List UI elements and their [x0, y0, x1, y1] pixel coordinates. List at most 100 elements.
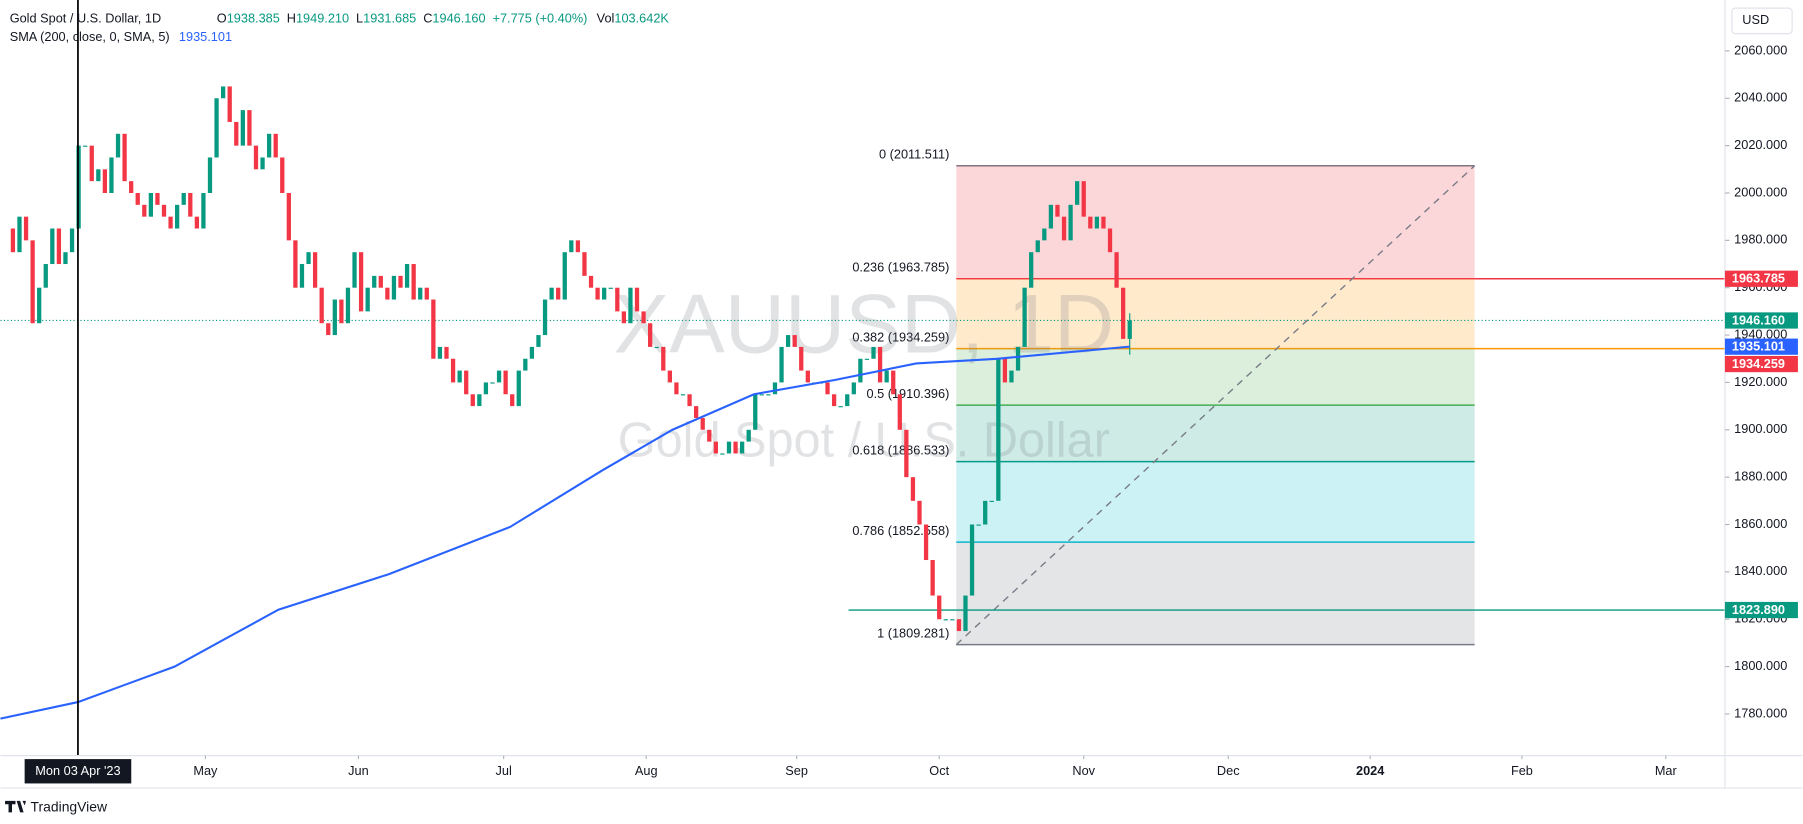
candle-body [194, 216, 199, 229]
candle-body [457, 370, 462, 383]
y-tick-label: 2060.000 [1734, 42, 1787, 57]
candle-body [910, 477, 916, 501]
y-tick-label: 2020.000 [1734, 137, 1787, 152]
candle-body [805, 370, 810, 383]
candle-body [516, 370, 521, 407]
candle-body [556, 287, 561, 300]
candle-body [214, 98, 219, 158]
candle-body [240, 110, 245, 146]
candle-body [30, 240, 35, 324]
y-tick-label: 1780.000 [1734, 705, 1787, 720]
candle-body [56, 228, 62, 265]
logo-icon [5, 800, 26, 813]
candle-body [424, 287, 429, 300]
candle-body [102, 169, 108, 193]
candle-body [772, 382, 778, 395]
candle-body [588, 275, 594, 288]
candle-body [608, 287, 613, 289]
x-tick-label: Mar [1655, 763, 1678, 778]
y-tick-label: 1920.000 [1734, 374, 1787, 389]
fib-label: 0 (2011.511) [879, 147, 949, 162]
candle-body [188, 192, 193, 217]
x-tick-label: Sep [785, 763, 808, 778]
candle-body [96, 169, 101, 182]
candle-body [201, 192, 206, 229]
ohlc-key: C [423, 11, 432, 26]
change: +7.775 (+0.40%) [493, 11, 588, 26]
candle-body [621, 311, 627, 324]
price-tag-label: 1946.160 [1732, 312, 1785, 327]
fib-layer: 0 (2011.511) 0.236 (1963.785) 0.382 (1934.… [852, 147, 1725, 646]
candle-body [831, 394, 837, 407]
candle-body [562, 252, 567, 300]
candle-body [529, 346, 535, 359]
candle-body [871, 346, 876, 359]
watermark-symbol: XAUUSD, 1D [613, 276, 1114, 370]
candle-body [739, 441, 745, 454]
candle-body [477, 394, 482, 407]
candle-body [634, 287, 640, 312]
ohlc-key: O [217, 11, 227, 26]
candle-body [161, 204, 167, 217]
candle-body [923, 524, 929, 561]
candle-body [667, 370, 672, 383]
candle-body [1094, 216, 1100, 229]
candle-body [398, 275, 403, 288]
indicator-name: SMA (200, close, 0, SMA, 5) [10, 30, 170, 45]
candle-body [654, 346, 659, 349]
candle-body [937, 595, 942, 620]
ohlc-value: 1931.685 [363, 11, 416, 26]
fib-zone [956, 278, 1475, 349]
candle-body [661, 346, 666, 371]
brand-logo: TradingView [5, 798, 108, 814]
candle-body [135, 192, 140, 205]
fib-trend [955, 165, 1476, 646]
candle-body [615, 287, 620, 312]
fib-label: 0.618 (1886.533) [852, 443, 949, 458]
indicator-line: SMA (200, close, 0, SMA, 5) 1935.101 [10, 30, 232, 45]
candle-body [963, 595, 968, 632]
candle-body [799, 346, 804, 371]
fib-label: 0.236 (1963.785) [852, 260, 949, 275]
fib-label: 0.786 (1852.558) [852, 523, 949, 538]
candle-body [175, 204, 180, 229]
candle-body [969, 524, 975, 596]
candle-body [753, 394, 758, 430]
currency-button[interactable] [1731, 7, 1793, 35]
candle-body [641, 311, 646, 324]
y-tick-label: 1880.000 [1734, 469, 1787, 484]
fib-zone [956, 405, 1475, 462]
candle-body [1068, 204, 1073, 241]
price-tag [1724, 270, 1798, 287]
candle-body [83, 145, 88, 147]
candle-body [628, 287, 633, 324]
fib-zone [956, 542, 1475, 645]
axis-layer: 1780.0001800.0001820.0001840.0001860.000… [24, 42, 1798, 784]
x-tick-label: Jul [496, 763, 512, 778]
y-tick-label: 1800.000 [1734, 658, 1787, 673]
candle-body [825, 382, 830, 395]
volume-key: Vol [597, 11, 615, 26]
candle-body [687, 394, 692, 407]
ohlc-value: 1949.210 [296, 11, 349, 26]
price-tag-label: 1934.259 [1732, 356, 1785, 371]
fib-label: 0.5 (1910.396) [866, 386, 949, 401]
candle-body [221, 86, 226, 99]
candle-body [1121, 287, 1126, 339]
candle-body [352, 252, 357, 288]
x-tick-label: Feb [1511, 763, 1533, 778]
candle-body [339, 299, 344, 324]
candle-body [109, 157, 114, 193]
currency[interactable]: USD [1742, 12, 1769, 27]
candle-body [1015, 346, 1021, 371]
fib-label: 0.382 (1934.259) [852, 330, 949, 345]
candle-body [260, 157, 265, 170]
candle-body [950, 619, 955, 621]
candle-body [431, 299, 436, 359]
x-tick-label: Oct [929, 763, 949, 778]
candle-body [503, 370, 508, 395]
price-tag [1724, 338, 1798, 355]
indicator-value: 1935.101 [179, 30, 232, 45]
ohlc-value: 1946.160 [432, 11, 485, 26]
candle-body [713, 441, 718, 454]
